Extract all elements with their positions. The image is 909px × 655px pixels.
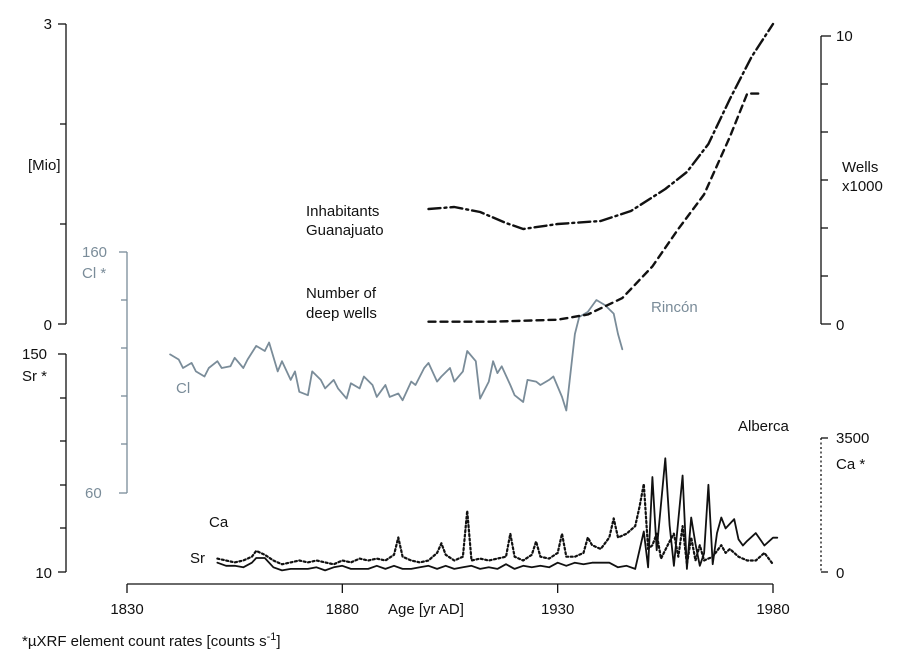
inhabitants-label-line1: Inhabitants <box>306 203 379 220</box>
cl-series-label: Cl <box>176 380 190 397</box>
sr-axis-top-label: 150 <box>22 346 47 363</box>
ca-series-line <box>216 482 775 566</box>
wells-axis-bottom-label: 0 <box>836 317 844 334</box>
sr-axis-bottom-label: 10 <box>35 565 52 582</box>
sr-series-label: Sr <box>190 550 205 567</box>
x-tick-label-1980: 1980 <box>756 601 789 618</box>
footnote: *µXRF element count rates [counts s-1] <box>22 631 281 650</box>
wells-axis-label-line1: Wells <box>842 159 878 176</box>
inhabitants-label-line2: Guanajuato <box>306 222 384 239</box>
ca-axis: 3500 Ca * 0 <box>820 430 869 582</box>
series-layer <box>169 22 779 572</box>
wells-series-line <box>427 92 762 323</box>
alberca-site-label: Alberca <box>738 418 790 435</box>
cl-axis-label: Cl * <box>82 265 106 282</box>
cl-series-line <box>169 299 624 412</box>
wells-right-axis: 10 0 Wells x1000 <box>820 28 883 334</box>
population-axis-top-label: 3 <box>44 16 52 33</box>
wells-axis-label-line2: x1000 <box>842 178 883 195</box>
population-left-axis: 3 0 [Mio] <box>28 16 67 334</box>
ca-axis-top-label: 3500 <box>836 430 869 447</box>
x-tick-label-1930: 1930 <box>541 601 574 618</box>
cl-axis-top-label: 160 <box>82 244 107 261</box>
wells-label-line1: Number of <box>306 285 377 302</box>
ca-axis-label: Ca * <box>836 456 865 473</box>
sr-axis-label: Sr * <box>22 368 47 385</box>
population-axis-unit: [Mio] <box>28 157 61 174</box>
cl-axis-bottom-label: 60 <box>85 485 102 502</box>
sr-axis: 150 Sr * 10 <box>22 346 67 582</box>
sr-series-line <box>216 457 779 572</box>
wells-axis-top-label: 10 <box>836 28 853 45</box>
inhabitants-series-line <box>427 22 775 231</box>
rincon-site-label: Rincón <box>651 299 698 316</box>
population-axis-bottom-label: 0 <box>44 317 52 334</box>
x-tick-label-1880: 1880 <box>326 601 359 618</box>
x-tick-label-1830: 1830 <box>110 601 143 618</box>
wells-label-line2: deep wells <box>306 305 377 322</box>
time-axis-label: Age [yr AD] <box>388 601 464 618</box>
time-axis: 1830 1880 1930 1980 Age [yr AD] <box>110 583 790 618</box>
ca-axis-bottom-label: 0 <box>836 565 844 582</box>
ca-series-label: Ca <box>209 514 229 531</box>
cl-axis: 160 Cl * 60 <box>82 244 128 502</box>
